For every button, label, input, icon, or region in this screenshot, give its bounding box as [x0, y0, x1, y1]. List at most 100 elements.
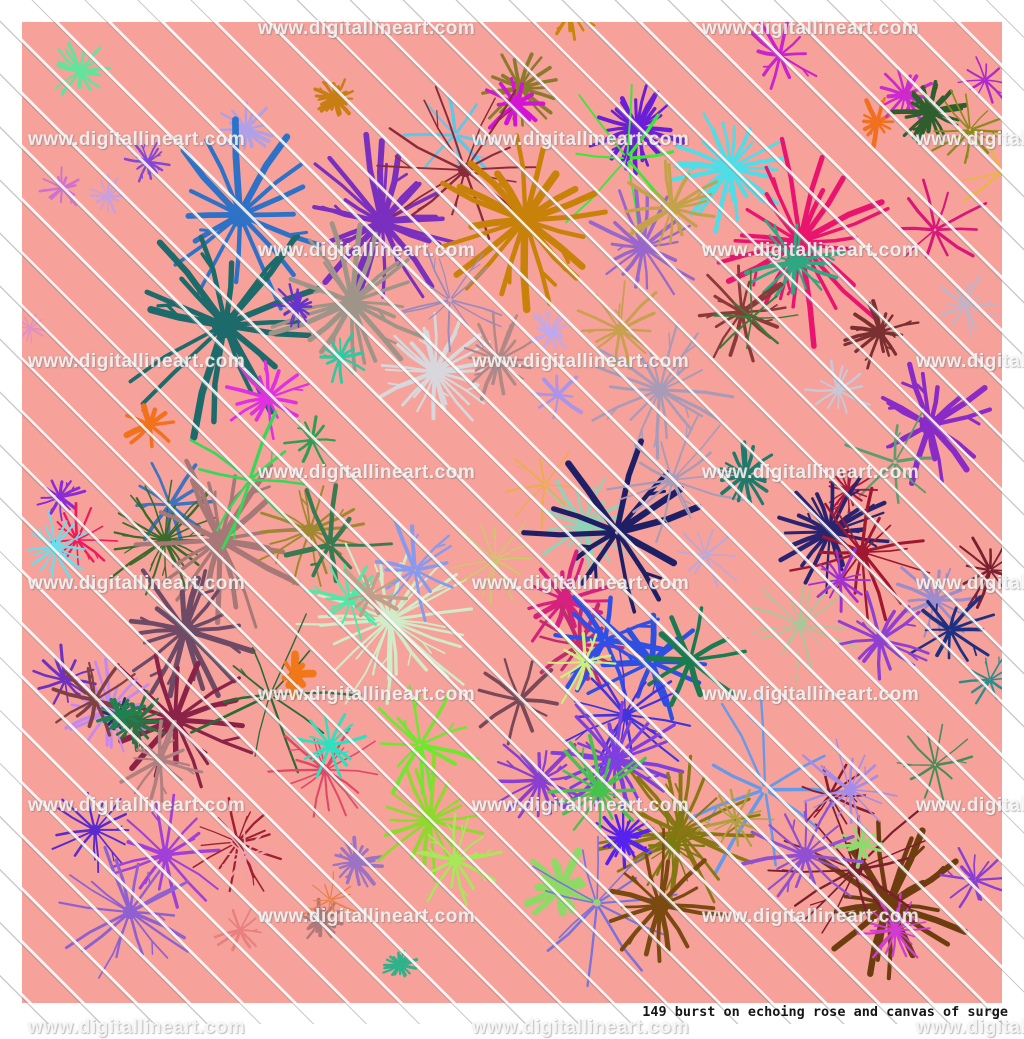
- burst: [719, 442, 772, 503]
- burst-twig: [81, 82, 82, 85]
- burst-spoke: [332, 519, 349, 543]
- burst: [284, 417, 334, 466]
- burst-twig: [851, 531, 858, 532]
- burst-center: [739, 469, 751, 481]
- burst-spoke: [670, 211, 672, 244]
- burst-twig: [646, 776, 658, 779]
- burst-center: [315, 915, 326, 926]
- burst-spoke: [518, 103, 544, 104]
- burst-spoke: [245, 857, 246, 878]
- burst: [40, 167, 78, 205]
- burst-center: [304, 524, 317, 537]
- burst-spoke: [226, 263, 231, 320]
- burst-spoke: [967, 304, 998, 305]
- burst: [898, 568, 980, 637]
- burst: [38, 481, 85, 521]
- burst-spoke: [191, 440, 248, 478]
- burst-twig: [293, 389, 302, 390]
- burst-center: [153, 753, 166, 766]
- burst-center: [449, 854, 461, 866]
- burst-twig: [201, 446, 215, 453]
- burst: [383, 951, 416, 976]
- burst-spoke: [789, 590, 799, 622]
- burst-spoke: [645, 249, 693, 279]
- burst-spoke: [661, 393, 667, 438]
- burst: [593, 323, 733, 458]
- burst-spoke: [588, 908, 597, 987]
- burst-twig: [201, 230, 212, 231]
- burst-twig: [875, 926, 880, 927]
- burst-spoke: [785, 532, 827, 533]
- burst-spoke: [152, 463, 169, 502]
- burst: [883, 364, 990, 483]
- burst-center: [396, 961, 405, 970]
- burst: [803, 765, 874, 824]
- burst-spoke: [454, 814, 456, 857]
- burst-spoke: [313, 439, 334, 440]
- burst: [333, 838, 382, 887]
- burst-twig: [537, 624, 544, 633]
- burst-twig: [143, 144, 145, 149]
- burst: [487, 79, 544, 128]
- burst-twig: [397, 821, 406, 822]
- burst-spoke: [871, 930, 893, 931]
- burst-twig: [889, 115, 894, 116]
- burst-center: [240, 124, 251, 135]
- burst-spoke: [377, 166, 460, 170]
- burst-spoke: [151, 426, 169, 441]
- watermark-text: www.digitallineart.com: [28, 1017, 245, 1039]
- burst: [677, 530, 736, 587]
- burst-spoke: [553, 396, 558, 418]
- burst-twig: [387, 967, 391, 968]
- burst-center: [617, 832, 629, 844]
- burst: [304, 900, 342, 939]
- burst-spoke: [524, 533, 613, 535]
- burst-spoke: [270, 531, 307, 544]
- burst-spoke: [194, 330, 223, 437]
- burst-spoke: [457, 105, 477, 133]
- burst-spoke: [91, 195, 107, 196]
- burst-twig: [686, 425, 687, 440]
- burst: [902, 180, 986, 257]
- burst-twig: [548, 314, 551, 318]
- burst-center: [923, 105, 938, 120]
- burst-twig: [125, 732, 126, 737]
- burst-twig: [330, 106, 331, 109]
- burst: [960, 654, 1002, 703]
- burst-spoke: [713, 765, 760, 788]
- burst-spoke: [822, 874, 853, 933]
- burst-spoke: [897, 763, 933, 765]
- burst-twig: [871, 130, 872, 133]
- burst-spoke: [168, 856, 218, 889]
- burst-twig: [581, 546, 592, 547]
- burst-spoke: [952, 629, 982, 630]
- burst-spoke: [539, 396, 557, 408]
- burst-spoke: [313, 900, 328, 901]
- burst-spoke: [404, 134, 452, 135]
- burst-twig: [43, 190, 48, 191]
- burst-spoke: [753, 607, 798, 623]
- burst-twig: [704, 821, 712, 824]
- burst-spoke: [559, 377, 576, 394]
- burst-twig: [434, 258, 435, 270]
- burst-spoke: [412, 526, 415, 567]
- burst-spoke: [707, 555, 735, 557]
- burst-twig: [639, 847, 646, 848]
- burst-twig: [349, 844, 351, 849]
- burst-center: [50, 542, 59, 551]
- burst-spoke: [830, 482, 832, 529]
- burst: [378, 753, 483, 881]
- burst-twig: [271, 452, 272, 462]
- burst-spoke: [235, 120, 239, 210]
- burst-center: [848, 863, 863, 878]
- burst-twig: [558, 866, 560, 871]
- burst-spoke: [644, 250, 647, 289]
- burst-twig: [311, 563, 319, 565]
- burst-center: [144, 158, 152, 166]
- burst-spoke: [544, 380, 557, 395]
- burst-spoke: [201, 842, 235, 845]
- burst-spoke: [61, 189, 62, 202]
- burst-spoke: [974, 855, 975, 878]
- burst: [191, 412, 304, 548]
- burst-center: [491, 353, 504, 366]
